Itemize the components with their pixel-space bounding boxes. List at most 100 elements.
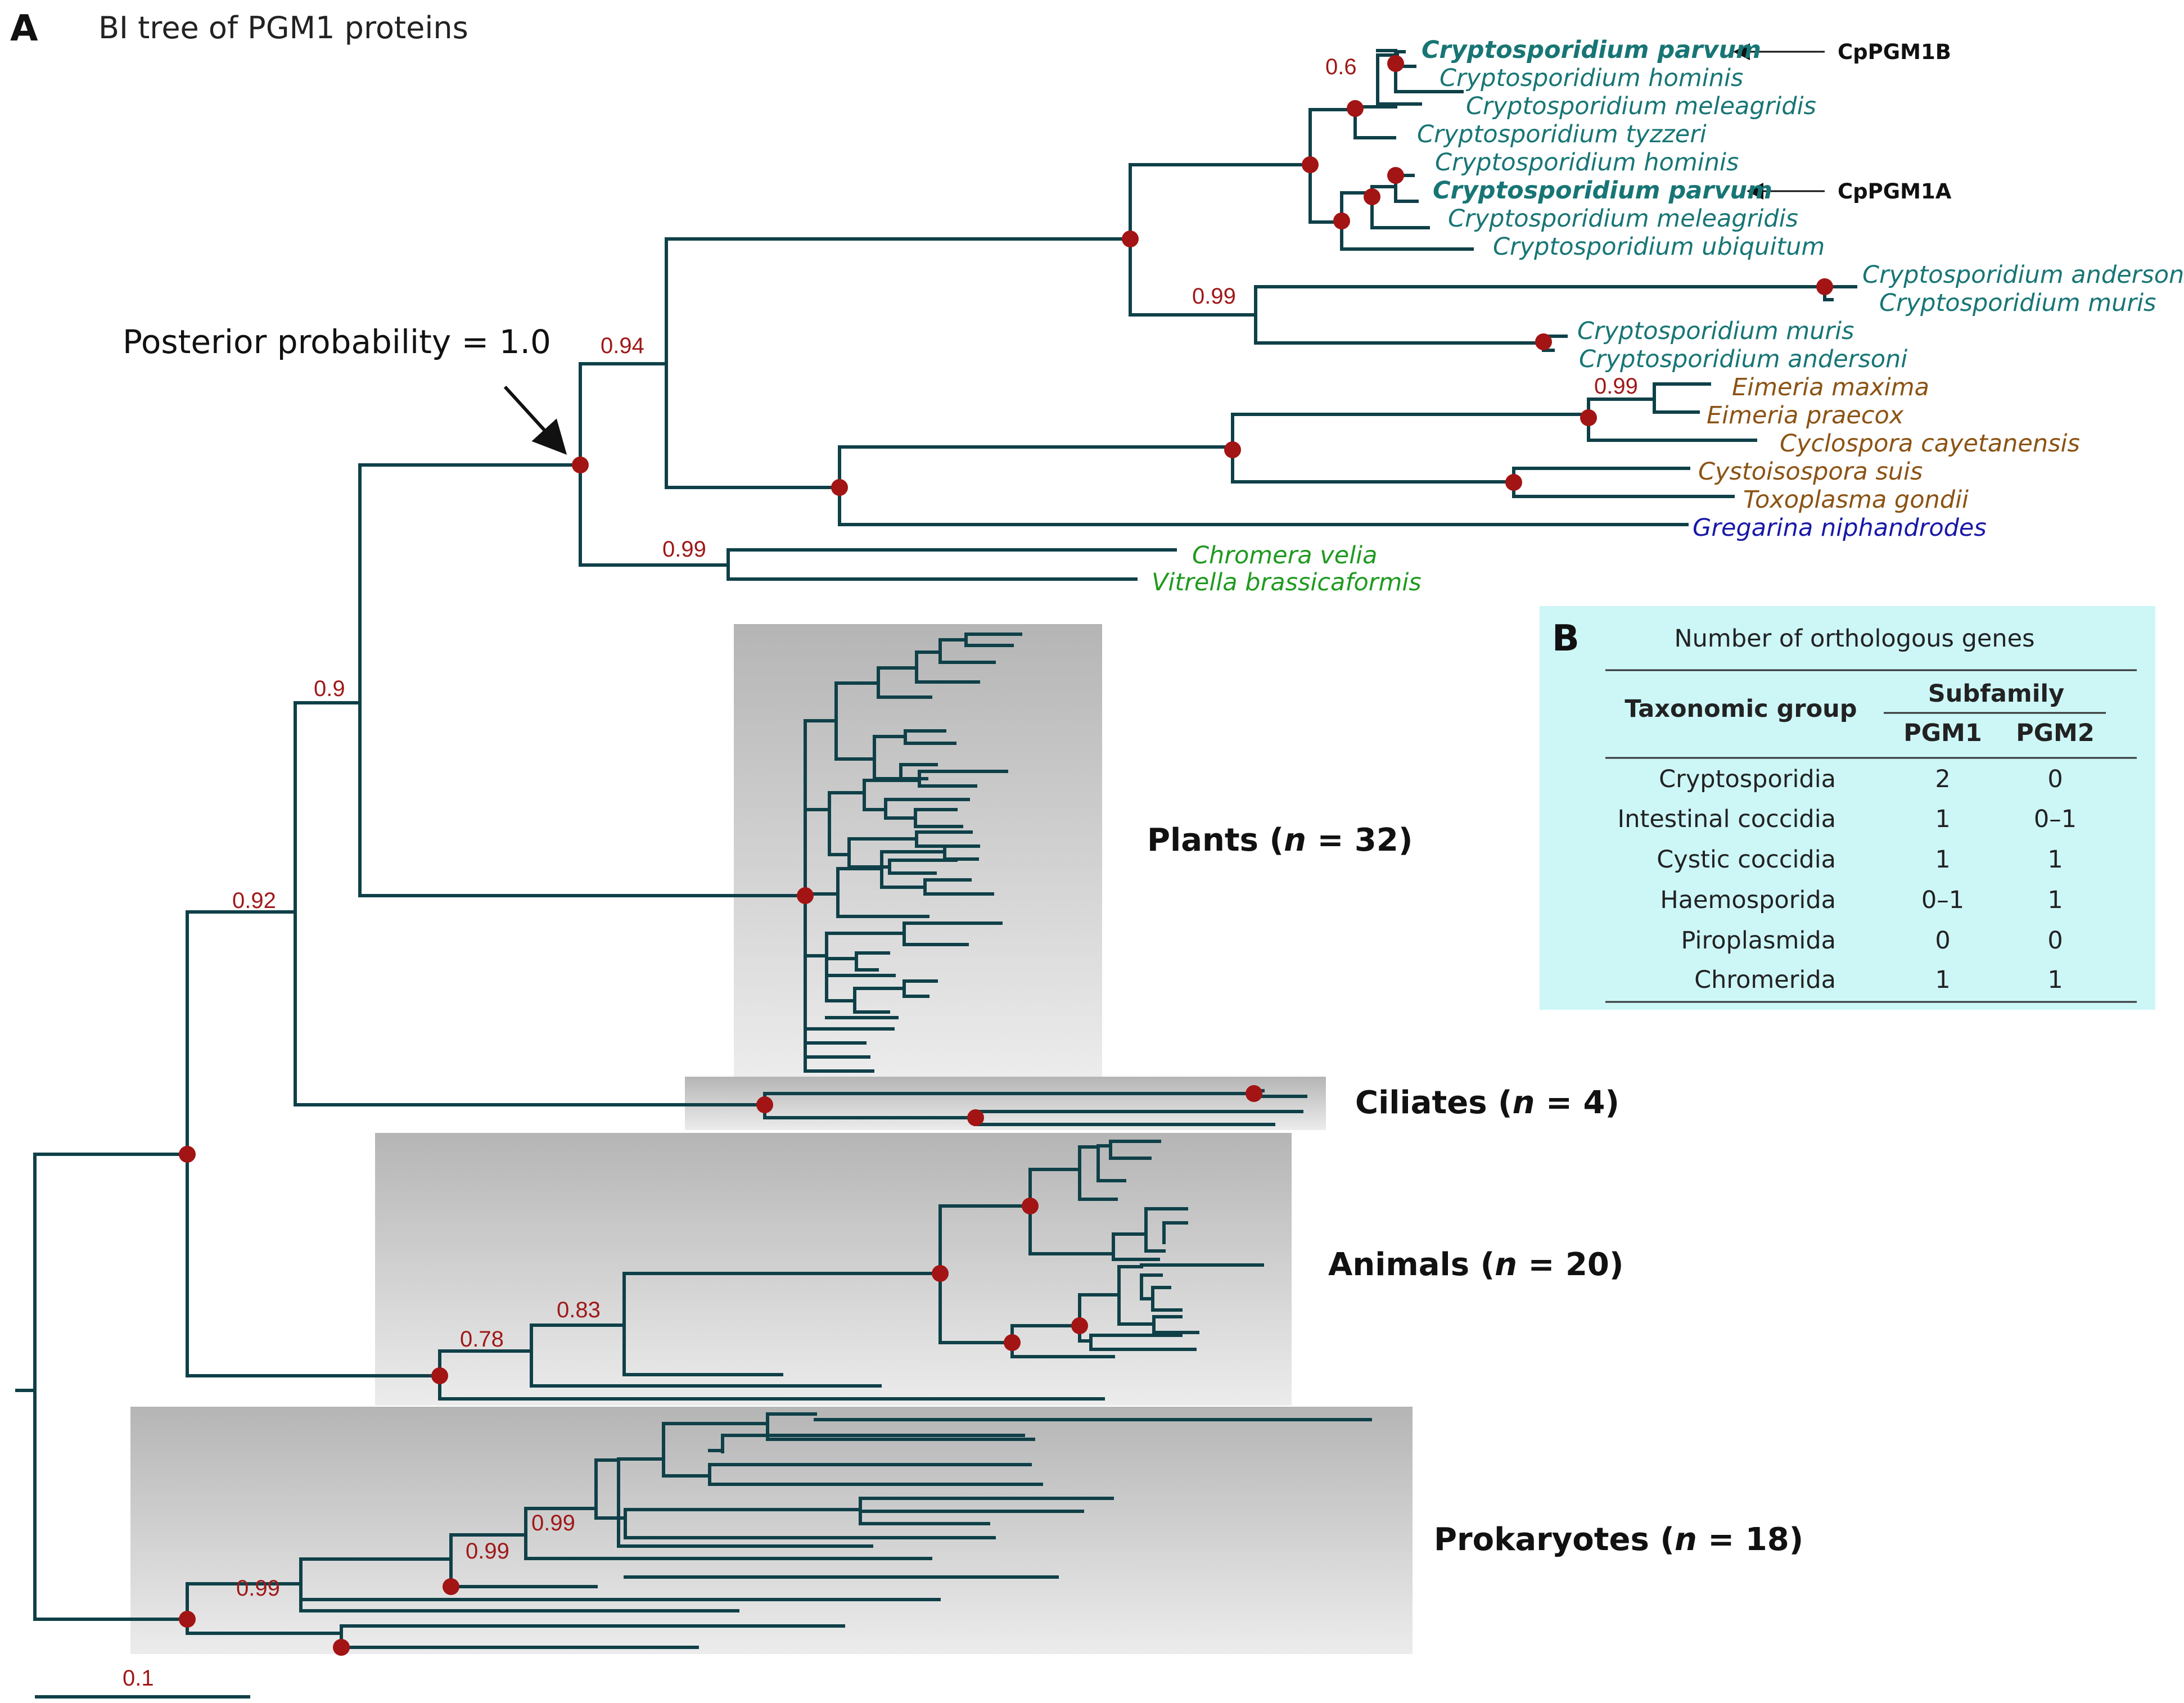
branch bbox=[825, 974, 899, 1019]
branch bbox=[299, 1557, 739, 1612]
branch bbox=[579, 362, 730, 567]
branch bbox=[1653, 382, 1711, 414]
support-value: 0.99 bbox=[466, 1539, 509, 1564]
branch bbox=[1096, 1144, 1126, 1182]
node-dot bbox=[443, 1578, 459, 1595]
clade-label-animals: Animals (n = 20) bbox=[1328, 1246, 1623, 1283]
col-header-subfamily: Subfamily bbox=[1928, 680, 2064, 708]
branch bbox=[825, 951, 890, 972]
row-pgm2: 1 bbox=[2047, 886, 2063, 914]
support-value: 0.92 bbox=[232, 888, 276, 913]
taxon-label: Cryptosporidium muris bbox=[1577, 317, 1854, 345]
taxon-labels: Cryptosporidium parvum Cryptosporidium h… bbox=[1152, 36, 2184, 597]
panel-b-title: Number of orthologous genes bbox=[1675, 625, 2035, 653]
node-dot bbox=[1580, 409, 1597, 426]
row-pgm1: 1 bbox=[1935, 805, 1950, 833]
branch bbox=[708, 1434, 1025, 1453]
node-dot bbox=[1816, 278, 1833, 295]
support-nodes bbox=[179, 55, 1833, 1656]
scale-label: 0.1 bbox=[123, 1666, 154, 1691]
posterior-annotation: Posterior probability = 1.0 bbox=[123, 323, 551, 361]
branch bbox=[834, 681, 880, 761]
branch bbox=[918, 770, 1008, 788]
branch bbox=[838, 445, 1689, 526]
branch bbox=[622, 1272, 942, 1376]
branch bbox=[449, 1533, 598, 1588]
branch bbox=[964, 633, 1022, 647]
node-dot bbox=[797, 887, 814, 904]
branch bbox=[1078, 1145, 1118, 1201]
cppgm1b-label: CpPGM1B bbox=[1838, 40, 1951, 64]
node-dot bbox=[179, 1146, 196, 1163]
taxon-label: Eimeria praecox bbox=[1707, 401, 1904, 430]
branch bbox=[904, 729, 956, 745]
node-dot bbox=[333, 1639, 350, 1656]
cppgm1a-label: CpPGM1A bbox=[1838, 179, 1952, 204]
panel-a-letter: A bbox=[10, 8, 38, 49]
branch bbox=[1117, 1265, 1156, 1326]
taxon-label: Cryptosporidium andersoni bbox=[1862, 261, 2184, 289]
node-dot bbox=[1071, 1317, 1088, 1334]
taxon-label: Cryptosporidium hominis bbox=[1440, 64, 1743, 92]
node-dot bbox=[967, 1109, 984, 1126]
row-group: Haemosporida bbox=[1660, 886, 1836, 914]
branch bbox=[662, 1422, 769, 1478]
node-dot bbox=[1122, 231, 1139, 247]
branch bbox=[1112, 1232, 1160, 1261]
branch bbox=[530, 1323, 882, 1388]
support-value: 0.83 bbox=[557, 1298, 601, 1322]
row-pgm2: 0 bbox=[2047, 927, 2063, 955]
node-dot bbox=[1364, 188, 1380, 205]
node-dot bbox=[1387, 167, 1404, 184]
prokaryotes-box bbox=[130, 1407, 1413, 1654]
clade-label-prokaryotes: Prokaryotes (n = 18) bbox=[1434, 1521, 1803, 1558]
branch bbox=[708, 1463, 1043, 1486]
clade-label-plants: Plants (n = 32) bbox=[1147, 822, 1413, 859]
node-dot bbox=[1505, 474, 1522, 491]
support-value: 0.99 bbox=[1192, 284, 1236, 309]
row-pgm1: 1 bbox=[1935, 846, 1950, 874]
branch bbox=[624, 1508, 996, 1539]
branch bbox=[186, 910, 441, 1377]
branch bbox=[665, 237, 1132, 489]
taxon-label: Cryptosporidium parvum bbox=[1422, 36, 1761, 64]
taxon-label: Cyclospora cayetanensis bbox=[1780, 430, 2080, 458]
support-value: 0.99 bbox=[1594, 374, 1638, 399]
branch bbox=[15, 1153, 189, 1621]
branch bbox=[524, 1507, 932, 1560]
taxon-label: Toxoplasma gondii bbox=[1743, 486, 1969, 514]
node-dot bbox=[1347, 100, 1364, 117]
branch bbox=[727, 548, 1177, 581]
taxon-label: Gregarina niphandrodes bbox=[1693, 514, 1987, 542]
node-dot bbox=[1387, 55, 1404, 72]
branch bbox=[923, 878, 994, 896]
row-group: Piroplasmida bbox=[1681, 927, 1836, 955]
branch bbox=[1140, 1273, 1163, 1300]
branch bbox=[825, 932, 906, 1002]
branch bbox=[1109, 1140, 1161, 1160]
row-group: Chromerida bbox=[1694, 966, 1836, 994]
branch bbox=[938, 638, 996, 664]
taxon-label: Chromera velia bbox=[1192, 541, 1377, 570]
branch bbox=[1376, 53, 1422, 106]
branch bbox=[877, 666, 932, 699]
animals-box bbox=[375, 1133, 1292, 1406]
taxon-label: Cryptosporidium muris bbox=[1879, 289, 2156, 317]
row-group: Intestinal coccidia bbox=[1618, 805, 1836, 833]
taxon-label: Cryptosporidium andersoni bbox=[1579, 345, 1907, 373]
support-value: 0.6 bbox=[1325, 55, 1357, 79]
branch bbox=[617, 1457, 873, 1548]
node-dot bbox=[831, 479, 848, 496]
panel-b-table: B Number of orthologous genes Taxonomic … bbox=[1552, 618, 2137, 1003]
taxon-label: Cryptosporidium ubiquitum bbox=[1493, 233, 1825, 261]
ciliates-box bbox=[685, 1077, 1326, 1130]
node-dot bbox=[1535, 333, 1552, 350]
taxon-label: Cryptosporidium meleagridis bbox=[1466, 92, 1816, 120]
node-dot bbox=[179, 1611, 196, 1628]
branch bbox=[1140, 1263, 1264, 1300]
panel-b-letter: B bbox=[1552, 618, 1580, 659]
branch bbox=[863, 779, 921, 811]
branch bbox=[1231, 413, 1590, 484]
